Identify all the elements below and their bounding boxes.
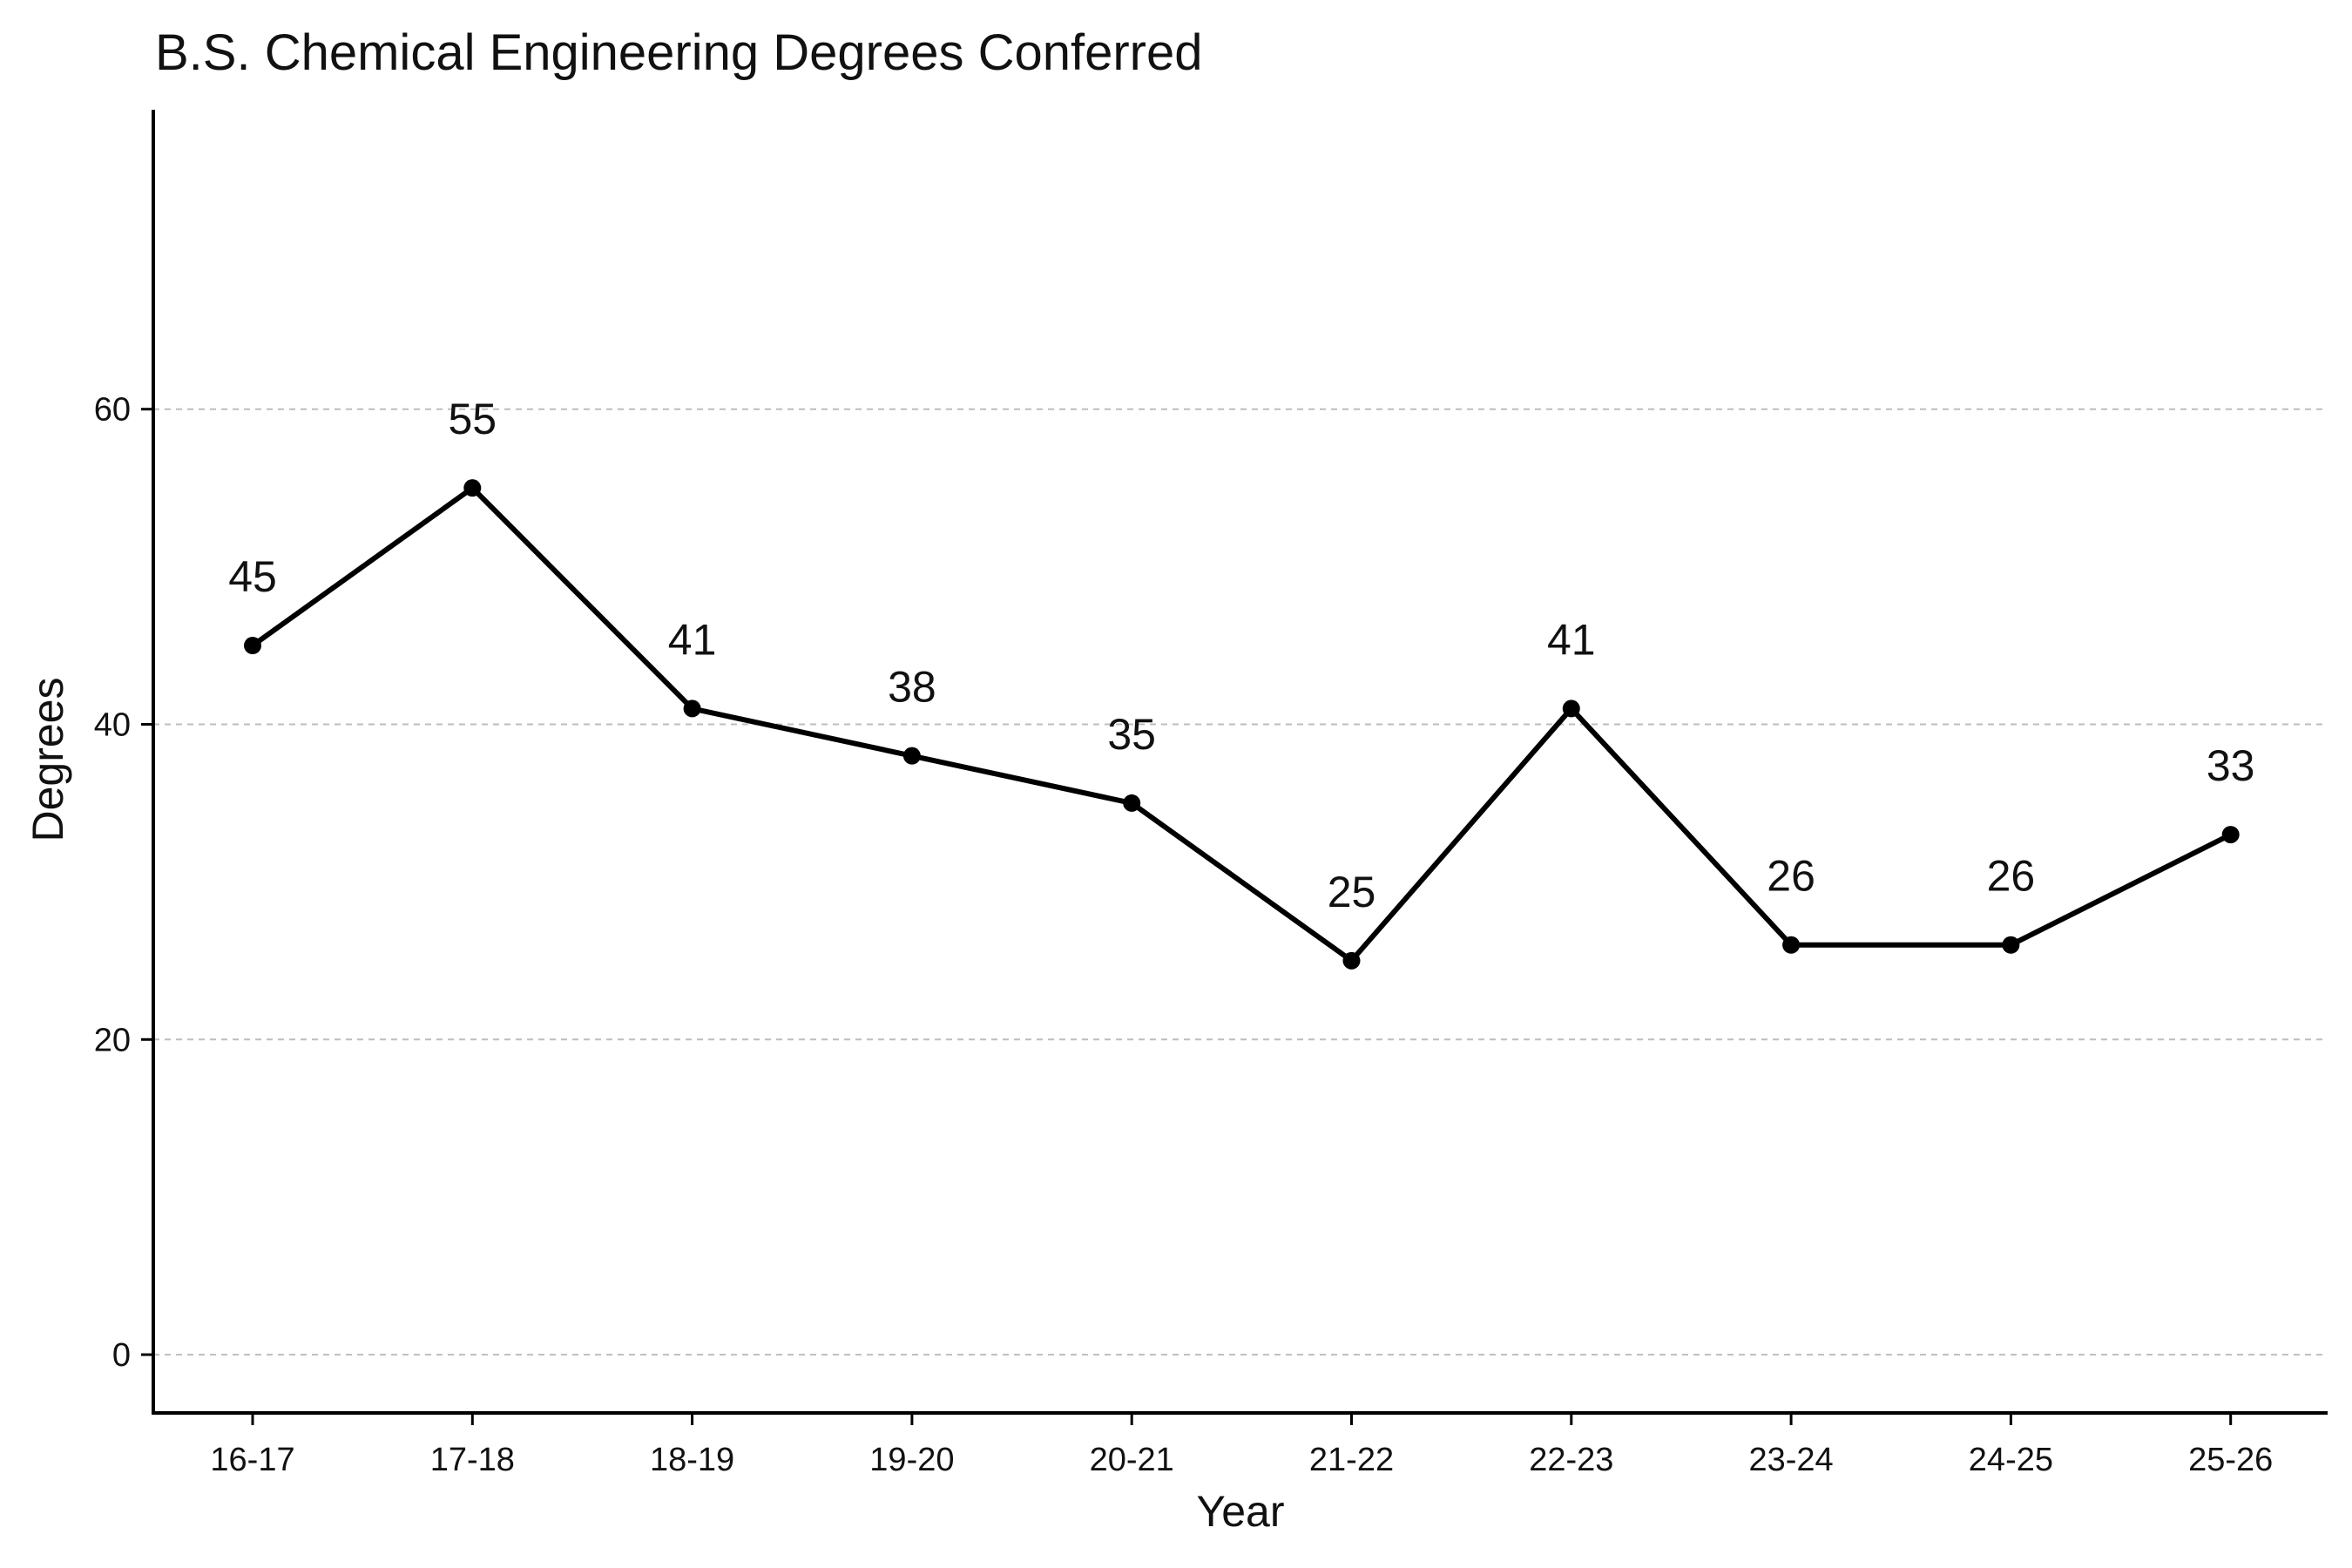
data-label: 35	[1107, 710, 1156, 759]
y-axis-title: Degrees	[24, 678, 72, 842]
x-tick-label: 17-18	[430, 1442, 515, 1478]
data-point	[2221, 826, 2240, 844]
x-tick-label: 20-21	[1090, 1442, 1174, 1478]
y-tick-label: 60	[94, 392, 131, 429]
data-label: 25	[1328, 868, 1376, 916]
data-label: 41	[1547, 615, 1596, 664]
y-tick-label: 40	[94, 706, 131, 743]
data-label: 45	[228, 552, 277, 601]
x-tick-label: 23-24	[1748, 1442, 1833, 1478]
data-point	[683, 700, 701, 718]
data-label: 26	[1767, 852, 1815, 901]
y-tick-label: 0	[112, 1337, 131, 1374]
data-point	[1342, 951, 1361, 970]
x-tick-label: 16-17	[210, 1442, 294, 1478]
x-tick-label: 25-26	[2188, 1442, 2273, 1478]
axes	[152, 110, 2328, 1415]
gridlines	[153, 408, 2328, 1356]
data-label: 41	[668, 615, 717, 664]
data-labels: 45 55 41 38 35 25 41 26 26 33	[228, 395, 2254, 916]
data-point	[1123, 794, 1141, 812]
data-point	[244, 637, 261, 655]
data-label: 38	[888, 663, 936, 712]
data-series	[244, 479, 2240, 970]
data-point	[1562, 700, 1580, 718]
data-point	[2002, 936, 2020, 954]
y-tick-label: 20	[94, 1022, 131, 1058]
chart-title: B.S. Chemical Engineering Degrees Confer…	[155, 24, 1203, 81]
data-label: 26	[1987, 852, 2036, 901]
data-point	[902, 747, 921, 765]
series-line	[251, 485, 2233, 963]
x-tick-label: 18-19	[650, 1442, 734, 1478]
data-label: 33	[2207, 741, 2255, 790]
x-axis-ticks: 16-17 17-18 18-19 19-20 20-21 21-22 22-23 23-24…	[210, 1413, 2273, 1478]
x-tick-label: 22-23	[1529, 1442, 1613, 1478]
x-axis-title: Year	[1196, 1487, 1284, 1536]
x-tick-label: 21-22	[1309, 1442, 1394, 1478]
x-tick-label: 24-25	[1969, 1442, 2053, 1478]
y-axis-ticks: 0 20 40 60	[94, 392, 153, 1374]
data-point	[463, 479, 482, 497]
x-tick-label: 19-20	[869, 1442, 954, 1478]
data-point	[1782, 936, 1801, 954]
data-label: 55	[448, 395, 497, 443]
